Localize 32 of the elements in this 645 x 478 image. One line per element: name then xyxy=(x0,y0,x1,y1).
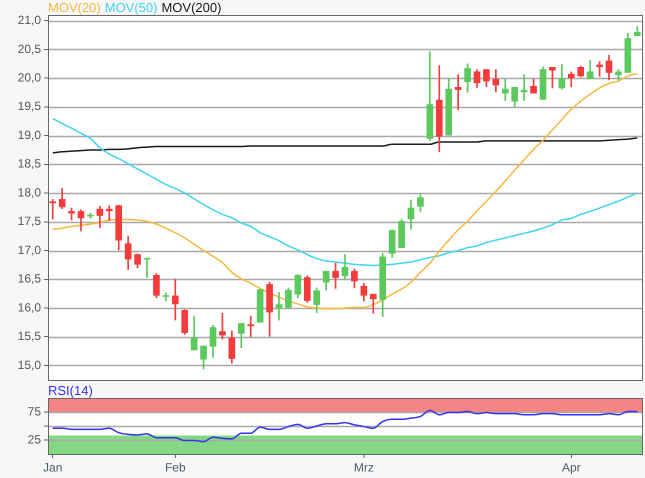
y-tick-label: 20,0 xyxy=(18,70,42,85)
y-tick-label: 25 xyxy=(28,432,42,446)
x-tick-label: Apr xyxy=(562,460,581,475)
y-tick-label: 20,5 xyxy=(18,42,42,56)
candlestick xyxy=(219,312,226,340)
y-tick-label: 17,5 xyxy=(18,214,42,228)
y-tick-label: 17,0 xyxy=(18,242,42,257)
candlestick xyxy=(596,61,603,77)
x-tick-label: Mrz xyxy=(354,460,374,475)
y-tick-label: 75 xyxy=(28,404,42,418)
y-tick-label: 15,5 xyxy=(18,329,42,344)
y-tick-label: 18,0 xyxy=(18,185,42,200)
candlestick xyxy=(144,258,150,278)
line-series xyxy=(52,410,638,442)
text: MOV(50) xyxy=(104,0,158,15)
candlestick xyxy=(68,208,75,220)
line-series xyxy=(52,118,638,266)
x-tick-label: Feb xyxy=(164,460,186,475)
line-series xyxy=(52,137,638,154)
text: MOV(200) xyxy=(161,0,222,15)
x-tick-label: Jan xyxy=(43,460,62,475)
candlestick xyxy=(276,292,282,320)
y-tick-label: 16,0 xyxy=(18,300,42,314)
y-tick-label: 18,5 xyxy=(18,156,42,171)
y-tick-label: 15,0 xyxy=(18,358,42,372)
y-tick-label: 16,5 xyxy=(18,272,42,286)
candlestick xyxy=(549,66,556,88)
y-tick-label: 19,5 xyxy=(18,99,42,114)
text: RSI(14) xyxy=(48,383,93,398)
y-tick-label: 21,0 xyxy=(18,13,42,28)
text: MOV(20) xyxy=(48,0,101,15)
y-tick-label: 19,0 xyxy=(18,128,42,142)
